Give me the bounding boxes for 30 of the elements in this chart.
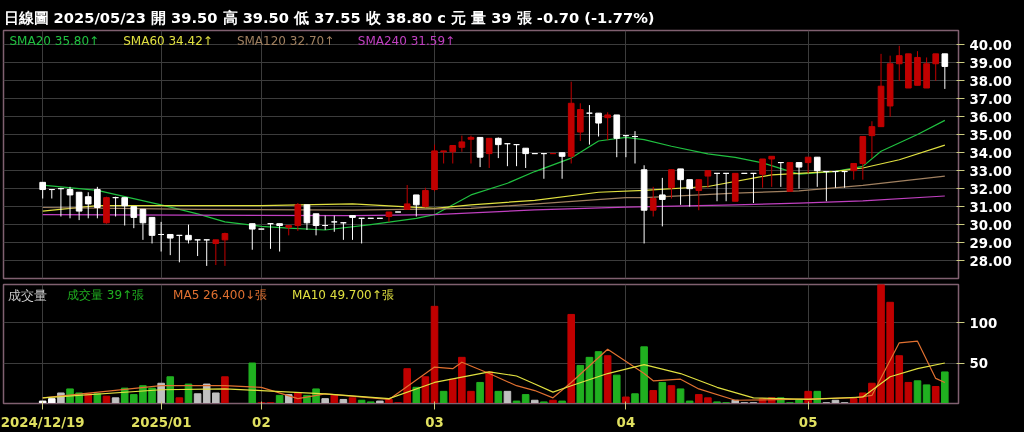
x-tick-label: 04 bbox=[616, 414, 636, 430]
chart-title: 成交量 bbox=[7, 287, 47, 303]
y-tick-label: 30.00 bbox=[969, 217, 1012, 233]
y-tick-label: 36.00 bbox=[969, 109, 1012, 125]
y-tick-label: 28.00 bbox=[969, 253, 1012, 269]
y-tick-label: 40.00 bbox=[969, 37, 1012, 53]
text: MA5 26.400↓張 bbox=[173, 287, 268, 302]
x-tick-label: 2025/01 bbox=[130, 414, 192, 430]
y-tick-label: 29.00 bbox=[969, 235, 1012, 251]
text: 成交量 39↑張 bbox=[67, 287, 145, 302]
x-tick-label: 05 bbox=[798, 414, 818, 430]
text: MA10 49.700↑張 bbox=[292, 287, 394, 302]
x-tick-label: 02 bbox=[252, 414, 271, 430]
x-tick-label: 03 bbox=[425, 414, 444, 430]
y-tick-label: 50 bbox=[969, 356, 989, 372]
text: SMA60 34.42↑ bbox=[123, 33, 213, 48]
text: SMA120 32.70↑ bbox=[236, 33, 335, 48]
y-tick-label: 37.00 bbox=[969, 91, 1012, 107]
y-tick-label: 33.00 bbox=[969, 163, 1012, 179]
y-tick-label: 31.00 bbox=[969, 199, 1012, 215]
y-tick-label: 39.00 bbox=[969, 55, 1012, 71]
y-tick-label: 38.00 bbox=[969, 73, 1012, 89]
y-tick-label: 32.00 bbox=[969, 181, 1012, 197]
y-tick-label: 35.00 bbox=[969, 127, 1012, 143]
y-tick-label: 100 bbox=[969, 315, 998, 331]
chart-title: 日線圖 2025/05/23 開 39.50 高 39.50 低 37.55 收 38.80 c 元 量 39 張 -0.70 (-1.77%) bbox=[3, 8, 655, 26]
text: SMA240 31.59↑ bbox=[357, 33, 456, 48]
x-tick-label: 2024/12/19 bbox=[0, 414, 85, 430]
text: SMA20 35.80↑ bbox=[9, 33, 100, 48]
y-tick-label: 34.00 bbox=[969, 145, 1012, 161]
